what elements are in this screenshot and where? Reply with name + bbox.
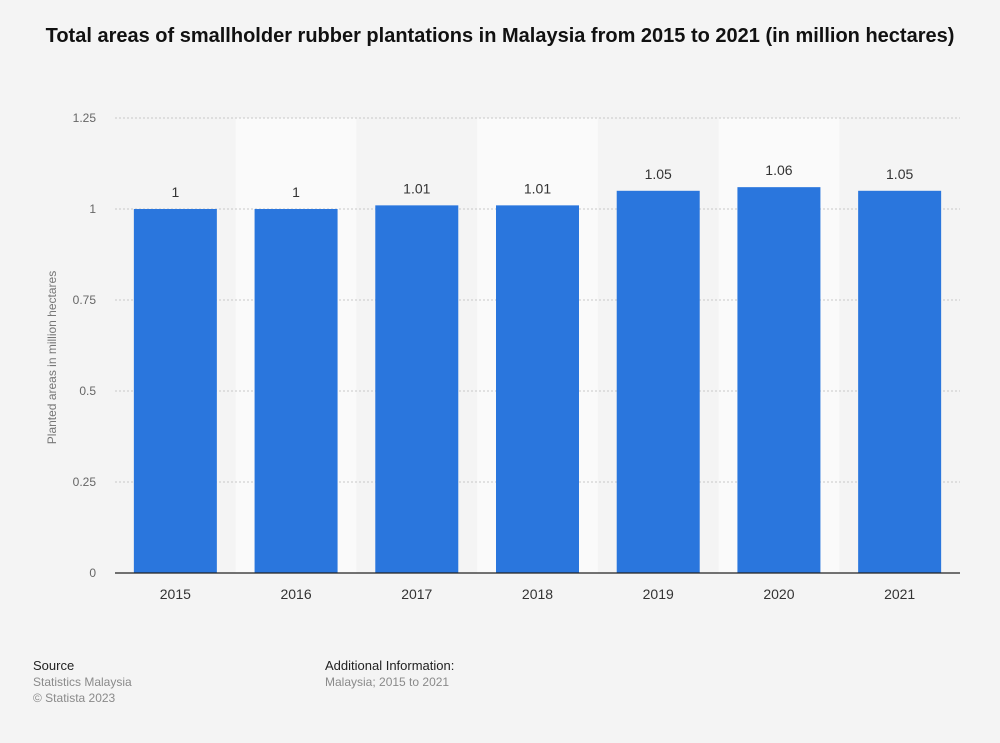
data-label: 1.01	[403, 180, 430, 196]
source-block: Source Statistics Malaysia © Statista 20…	[33, 658, 132, 706]
bar-2018[interactable]	[496, 205, 579, 574]
bar-2021[interactable]	[858, 190, 942, 574]
data-label: 1.01	[524, 180, 551, 196]
additional-info-block: Additional Information: Malaysia; 2015 t…	[325, 658, 454, 690]
chart-title: Total areas of smallholder rubber planta…	[45, 25, 955, 47]
y-axis-ticks: 0 0.25 0.5 0.75 1 1.25	[73, 111, 97, 580]
y-axis-label: Planted areas in million hectares	[45, 271, 59, 444]
x-tick-label: 2017	[401, 586, 432, 602]
bar-2015[interactable]	[133, 209, 217, 573]
x-tick-label: 2019	[643, 586, 674, 602]
source-name[interactable]: Statistics Malaysia	[33, 675, 132, 689]
x-tick-label: 2018	[522, 586, 553, 602]
data-label: 1	[292, 184, 300, 200]
y-tick-label: 0.5	[79, 384, 96, 398]
y-tick-label: 0.25	[73, 475, 97, 489]
additional-info-heading: Additional Information:	[325, 658, 455, 673]
x-tick-label: 2021	[884, 586, 915, 602]
bar-2019[interactable]	[616, 190, 700, 574]
bars	[133, 187, 942, 574]
data-label: 1.05	[645, 166, 672, 182]
copyright: © Statista 2023	[33, 691, 116, 705]
source-heading: Source	[33, 658, 75, 673]
data-labels: 1 1 1.01 1.01 1.05 1.06 1.05	[171, 162, 913, 200]
y-tick-label: 1.25	[73, 111, 97, 125]
x-tick-label: 2015	[160, 586, 191, 602]
data-label: 1.06	[765, 162, 792, 178]
additional-info-text: Malaysia; 2015 to 2021	[325, 675, 450, 689]
bar-2017[interactable]	[375, 205, 459, 574]
bar-2016[interactable]	[254, 209, 338, 573]
x-tick-label: 2016	[280, 586, 311, 602]
y-tick-label: 0	[89, 566, 96, 580]
bar-2020[interactable]	[737, 187, 821, 573]
data-label: 1	[171, 184, 179, 200]
y-tick-label: 0.75	[73, 293, 97, 307]
y-tick-label: 1	[89, 202, 96, 216]
x-tick-label: 2020	[763, 586, 794, 602]
data-label: 1.05	[886, 166, 913, 182]
x-axis-ticks: 2015 2016 2017 2018 2019 2020 2021	[160, 586, 916, 602]
